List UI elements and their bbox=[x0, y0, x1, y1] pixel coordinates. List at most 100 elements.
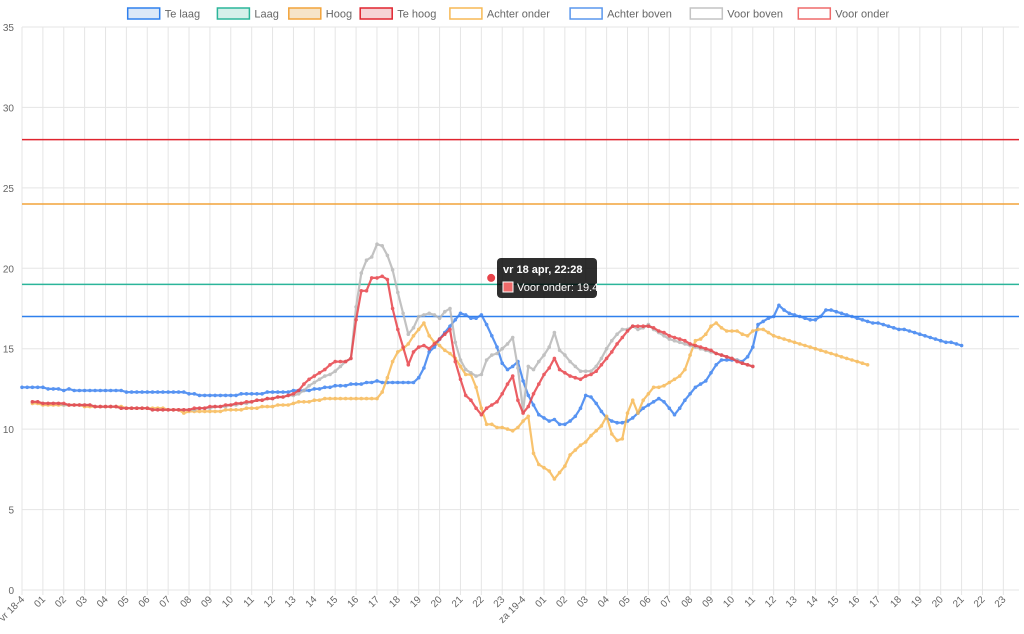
data-point bbox=[531, 367, 536, 372]
x-tick-label: 11 bbox=[242, 594, 257, 609]
data-point bbox=[328, 363, 332, 367]
data-point bbox=[589, 372, 593, 377]
data-point bbox=[589, 433, 593, 438]
data-point bbox=[698, 382, 703, 386]
x-tick-label: 17 bbox=[868, 594, 884, 610]
data-point bbox=[516, 366, 520, 370]
x-tick-label: 19 bbox=[909, 594, 925, 610]
legend-item[interactable]: Te laag bbox=[126, 7, 200, 21]
x-tick-label: 20 bbox=[429, 594, 445, 610]
data-point bbox=[578, 443, 583, 448]
data-point bbox=[484, 422, 489, 427]
data-point bbox=[291, 392, 296, 396]
data-point bbox=[897, 327, 901, 332]
legend-item[interactable]: Achter boven bbox=[569, 7, 672, 21]
x-tick-label: 17 bbox=[366, 594, 382, 610]
data-point bbox=[552, 417, 557, 422]
legend-label: Laag bbox=[254, 9, 278, 21]
data-point bbox=[82, 403, 87, 407]
data-point bbox=[610, 338, 614, 343]
x-tick-label: 07 bbox=[158, 594, 174, 610]
data-point bbox=[719, 326, 724, 330]
x-tick-label: 18 bbox=[387, 594, 403, 610]
data-point bbox=[630, 398, 635, 403]
series-lines[interactable] bbox=[20, 242, 964, 481]
legend-item[interactable]: Te hoog bbox=[359, 7, 436, 21]
data-point bbox=[406, 363, 411, 367]
data-point bbox=[568, 374, 572, 378]
data-point bbox=[286, 403, 291, 407]
x-tick-label: 03 bbox=[575, 594, 591, 610]
data-point bbox=[161, 390, 165, 394]
legend-item[interactable]: Hoog bbox=[288, 7, 352, 21]
legend-item[interactable]: Voor boven bbox=[689, 7, 783, 21]
data-point bbox=[244, 392, 249, 396]
legend-item[interactable]: Voor onder bbox=[797, 7, 889, 21]
data-point bbox=[933, 337, 938, 341]
data-point bbox=[364, 289, 369, 293]
data-point bbox=[124, 406, 129, 411]
data-point bbox=[187, 392, 191, 396]
data-point bbox=[427, 346, 432, 351]
data-point bbox=[119, 388, 123, 393]
data-point bbox=[949, 340, 953, 345]
data-point bbox=[202, 406, 207, 411]
data-point bbox=[959, 343, 964, 348]
x-tick-label: 02 bbox=[53, 594, 69, 610]
data-point bbox=[244, 406, 249, 411]
data-point bbox=[474, 316, 478, 321]
data-point bbox=[787, 311, 792, 316]
legend-item[interactable]: Laag bbox=[216, 7, 279, 21]
data-point bbox=[740, 332, 745, 337]
data-point bbox=[745, 355, 750, 359]
data-point bbox=[891, 326, 896, 330]
data-point bbox=[82, 388, 87, 393]
data-point bbox=[610, 419, 614, 423]
x-tick-label: 23 bbox=[492, 594, 508, 610]
data-point bbox=[448, 327, 452, 332]
data-point bbox=[928, 335, 933, 340]
data-point bbox=[437, 343, 442, 348]
data-point bbox=[369, 380, 374, 385]
data-point bbox=[62, 388, 66, 393]
data-point bbox=[103, 404, 108, 409]
data-point bbox=[771, 314, 776, 319]
data-point bbox=[714, 363, 718, 367]
data-point bbox=[751, 345, 755, 349]
series-line bbox=[32, 275, 754, 416]
data-point bbox=[912, 330, 917, 335]
x-axis: vr 18-4 01 02 03 04 05 06 07 08 09 10 11 12 13 14 15 16 1… bbox=[0, 594, 1009, 626]
data-point bbox=[103, 388, 108, 393]
data-point bbox=[145, 406, 150, 411]
data-point bbox=[704, 379, 708, 383]
data-point bbox=[30, 400, 35, 404]
data-point bbox=[416, 314, 421, 319]
data-point bbox=[197, 406, 202, 411]
data-point bbox=[777, 335, 781, 340]
data-point bbox=[662, 400, 666, 404]
legend[interactable]: Te laag Laag Hoog Te hoog Achter onder Achter… bbox=[126, 7, 890, 21]
data-point bbox=[260, 392, 264, 396]
x-tick-label: 12 bbox=[262, 594, 278, 610]
data-point bbox=[208, 393, 212, 398]
y-tick-label: 25 bbox=[3, 184, 15, 195]
data-point bbox=[41, 385, 45, 390]
data-point bbox=[818, 348, 823, 353]
data-point bbox=[270, 404, 275, 409]
data-point bbox=[453, 359, 458, 364]
data-point bbox=[380, 244, 385, 248]
data-point bbox=[380, 274, 385, 279]
legend-item[interactable]: Achter onder bbox=[449, 7, 550, 21]
data-point bbox=[255, 406, 259, 411]
data-point bbox=[270, 390, 275, 394]
data-point bbox=[803, 343, 807, 348]
data-point bbox=[510, 335, 515, 340]
data-point bbox=[683, 398, 687, 403]
data-point bbox=[333, 383, 338, 388]
data-point bbox=[730, 356, 734, 361]
data-point bbox=[150, 408, 155, 412]
data-point bbox=[35, 385, 40, 390]
data-point bbox=[416, 345, 421, 349]
data-point bbox=[610, 432, 614, 436]
data-point bbox=[296, 400, 301, 404]
